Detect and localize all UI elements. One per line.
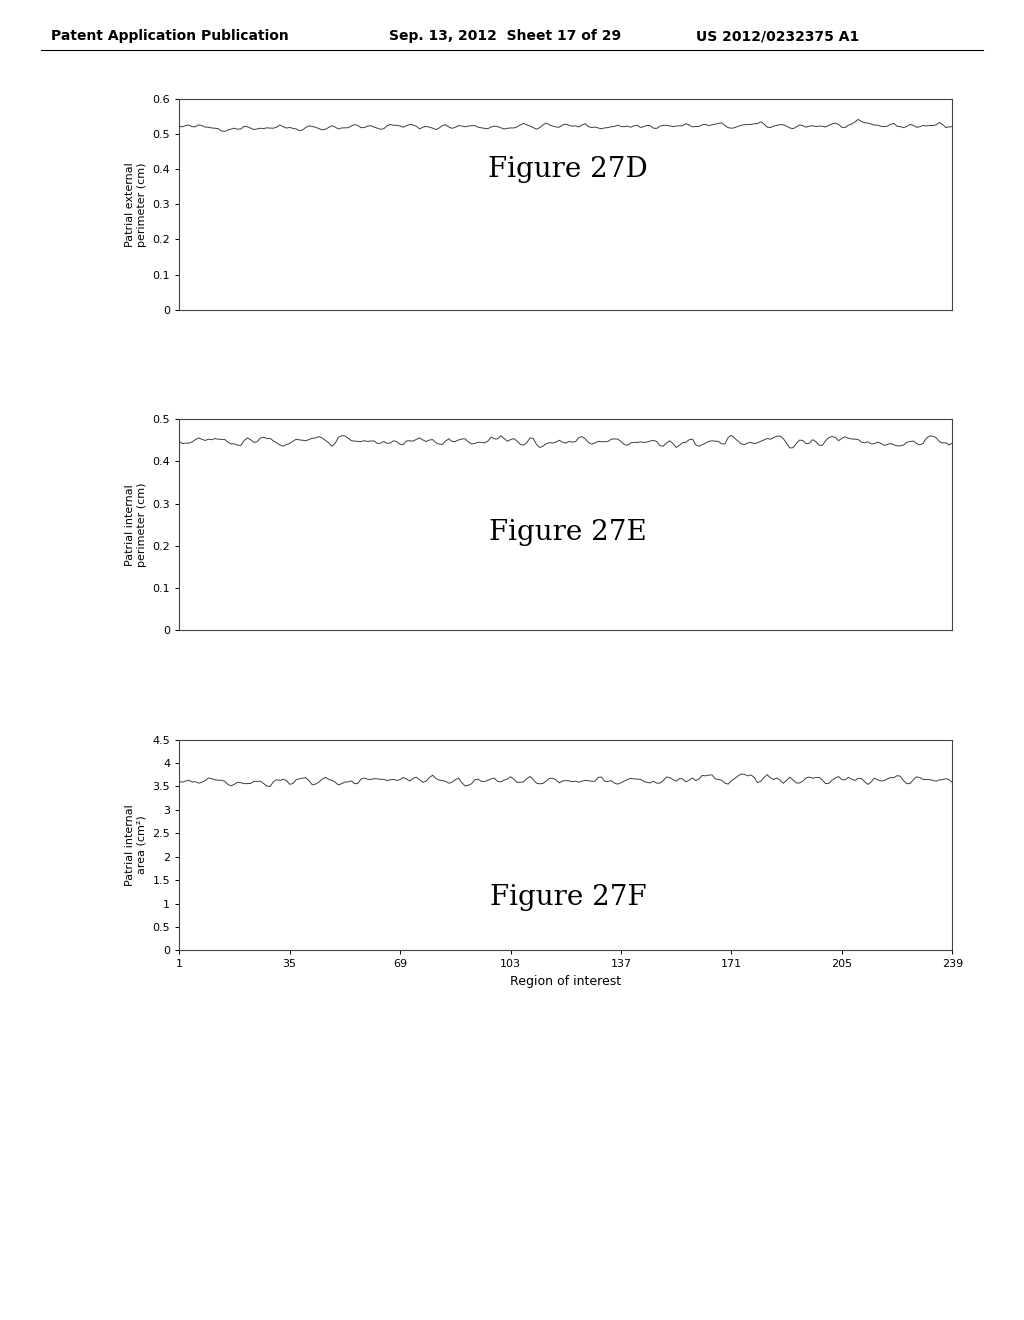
Text: Patent Application Publication: Patent Application Publication bbox=[51, 29, 289, 44]
Text: Figure 27F: Figure 27F bbox=[490, 884, 646, 911]
Text: Figure 27D: Figure 27D bbox=[488, 156, 648, 182]
Text: US 2012/0232375 A1: US 2012/0232375 A1 bbox=[696, 29, 859, 44]
Text: Sep. 13, 2012  Sheet 17 of 29: Sep. 13, 2012 Sheet 17 of 29 bbox=[389, 29, 622, 44]
Y-axis label: Patrial external
perimeter (cm): Patrial external perimeter (cm) bbox=[125, 162, 146, 247]
Y-axis label: Patrial internal
perimeter (cm): Patrial internal perimeter (cm) bbox=[125, 482, 146, 568]
Y-axis label: Patrial internal
area (cm²): Patrial internal area (cm²) bbox=[125, 804, 146, 886]
Text: Figure 27E: Figure 27E bbox=[489, 519, 647, 545]
X-axis label: Region of interest: Region of interest bbox=[510, 975, 622, 987]
